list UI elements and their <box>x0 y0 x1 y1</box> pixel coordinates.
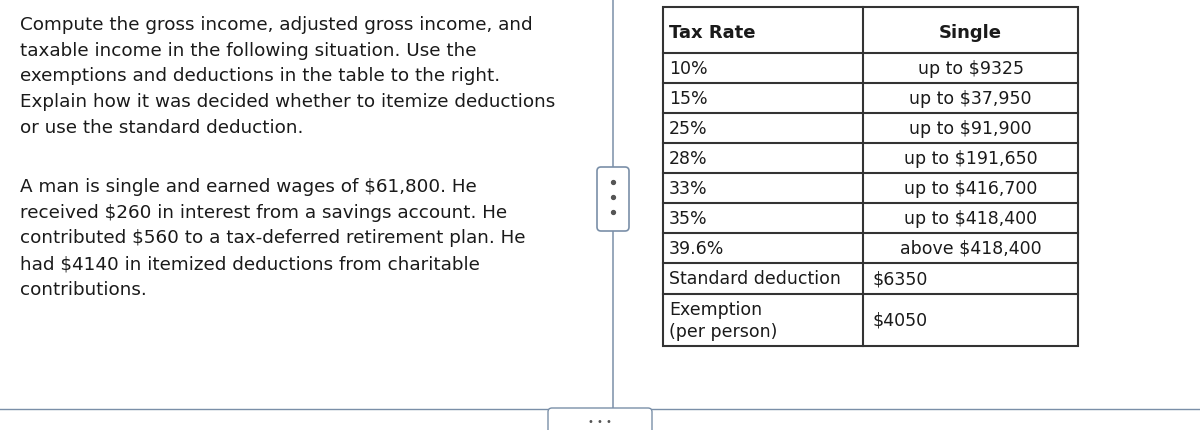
Text: up to $418,400: up to $418,400 <box>904 209 1037 227</box>
Text: 28%: 28% <box>670 150 708 168</box>
Text: A man is single and earned wages of $61,800. He
received $260 in interest from a: A man is single and earned wages of $61,… <box>20 178 526 298</box>
Text: 39.6%: 39.6% <box>670 240 725 258</box>
Text: above $418,400: above $418,400 <box>900 240 1042 258</box>
Text: Compute the gross income, adjusted gross income, and
taxable income in the follo: Compute the gross income, adjusted gross… <box>20 16 556 136</box>
Text: up to $91,900: up to $91,900 <box>910 120 1032 138</box>
Bar <box>662 8 1078 346</box>
FancyBboxPatch shape <box>548 408 652 430</box>
Text: Single: Single <box>940 24 1002 42</box>
Text: $4050: $4050 <box>874 311 928 329</box>
Text: up to $416,700: up to $416,700 <box>904 180 1037 197</box>
Text: up to $191,650: up to $191,650 <box>904 150 1037 168</box>
Text: 35%: 35% <box>670 209 708 227</box>
Text: • • •: • • • <box>588 416 612 426</box>
Text: Tax Rate: Tax Rate <box>670 24 756 42</box>
FancyBboxPatch shape <box>598 168 629 231</box>
Text: 25%: 25% <box>670 120 708 138</box>
Text: 15%: 15% <box>670 90 708 108</box>
Text: 33%: 33% <box>670 180 708 197</box>
Text: up to $37,950: up to $37,950 <box>910 90 1032 108</box>
Text: up to $9325: up to $9325 <box>918 60 1024 78</box>
Text: 10%: 10% <box>670 60 708 78</box>
Text: Exemption
(per person): Exemption (per person) <box>670 300 778 340</box>
Text: $6350: $6350 <box>874 270 929 288</box>
Text: Standard deduction: Standard deduction <box>670 270 841 288</box>
